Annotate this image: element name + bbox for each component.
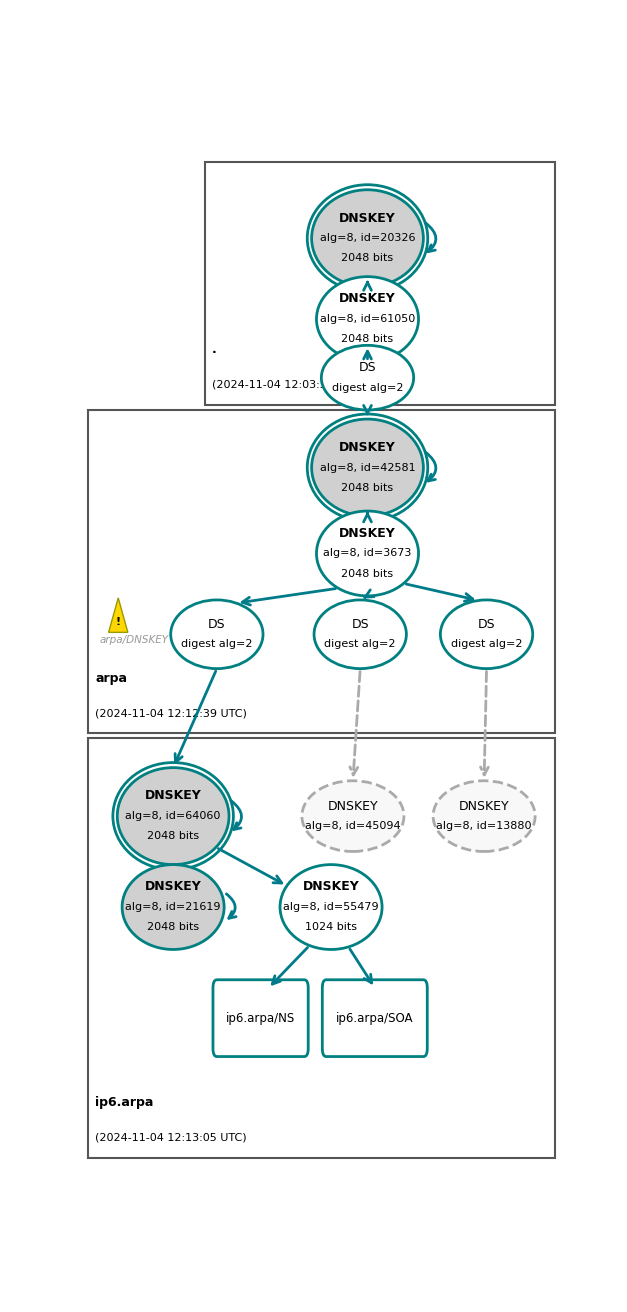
Text: DS: DS	[359, 361, 376, 374]
Text: DNSKEY: DNSKEY	[339, 293, 396, 306]
Text: ip6.arpa/NS: ip6.arpa/NS	[226, 1012, 295, 1025]
Ellipse shape	[312, 190, 423, 287]
Text: arpa: arpa	[95, 672, 127, 685]
Text: digest alg=2: digest alg=2	[332, 383, 403, 392]
Text: .: .	[212, 344, 217, 357]
Text: 2048 bits: 2048 bits	[147, 922, 199, 933]
FancyBboxPatch shape	[213, 980, 308, 1056]
Ellipse shape	[317, 510, 419, 596]
Text: DNSKEY: DNSKEY	[459, 799, 509, 812]
Text: alg=8, id=45094: alg=8, id=45094	[305, 821, 401, 832]
Text: alg=8, id=55479: alg=8, id=55479	[283, 903, 379, 912]
Ellipse shape	[317, 277, 419, 362]
Text: DS: DS	[208, 618, 226, 631]
Text: ip6.arpa: ip6.arpa	[95, 1096, 154, 1109]
Text: DNSKEY: DNSKEY	[339, 441, 396, 454]
Text: DS: DS	[351, 618, 369, 631]
Text: ip6.arpa/SOA: ip6.arpa/SOA	[336, 1012, 414, 1025]
Text: alg=8, id=3673: alg=8, id=3673	[324, 548, 412, 559]
Text: DNSKEY: DNSKEY	[339, 211, 396, 224]
Bar	[88, 409, 555, 733]
Text: DS: DS	[478, 618, 495, 631]
Text: alg=8, id=21619: alg=8, id=21619	[125, 903, 221, 912]
Text: 2048 bits: 2048 bits	[342, 483, 394, 493]
Text: digest alg=2: digest alg=2	[181, 639, 253, 649]
Ellipse shape	[433, 781, 535, 851]
Text: alg=8, id=61050: alg=8, id=61050	[320, 314, 415, 324]
Text: alg=8, id=64060: alg=8, id=64060	[125, 811, 221, 821]
Text: 1024 bits: 1024 bits	[305, 922, 357, 933]
Bar	[88, 739, 555, 1157]
Text: (2024-11-04 12:13:05 UTC): (2024-11-04 12:13:05 UTC)	[95, 1132, 247, 1143]
Ellipse shape	[440, 600, 533, 669]
Text: alg=8, id=42581: alg=8, id=42581	[320, 463, 415, 472]
Text: digest alg=2: digest alg=2	[451, 639, 522, 649]
FancyBboxPatch shape	[322, 980, 427, 1056]
Ellipse shape	[314, 600, 406, 669]
Bar	[204, 163, 555, 405]
Text: DNSKEY: DNSKEY	[339, 526, 396, 539]
Ellipse shape	[171, 600, 263, 669]
Polygon shape	[108, 598, 128, 632]
Ellipse shape	[302, 781, 404, 851]
Ellipse shape	[122, 865, 224, 950]
Text: !: !	[115, 617, 121, 627]
Text: 2048 bits: 2048 bits	[342, 568, 394, 579]
Text: arpa/DNSKEY: arpa/DNSKEY	[100, 635, 169, 646]
Text: alg=8, id=13880: alg=8, id=13880	[436, 821, 532, 832]
Text: 2048 bits: 2048 bits	[342, 335, 394, 344]
Ellipse shape	[280, 865, 382, 950]
Text: 2048 bits: 2048 bits	[147, 832, 199, 841]
Text: alg=8, id=20326: alg=8, id=20326	[320, 234, 415, 243]
Ellipse shape	[117, 768, 229, 865]
Text: 2048 bits: 2048 bits	[342, 253, 394, 264]
Text: DNSKEY: DNSKEY	[303, 880, 359, 893]
Text: (2024-11-04 12:03:51 UTC): (2024-11-04 12:03:51 UTC)	[212, 379, 364, 390]
Text: DNSKEY: DNSKEY	[145, 790, 201, 803]
Text: DNSKEY: DNSKEY	[145, 880, 201, 893]
Ellipse shape	[322, 345, 414, 409]
Text: DNSKEY: DNSKEY	[328, 799, 378, 812]
Ellipse shape	[312, 419, 423, 516]
Text: digest alg=2: digest alg=2	[324, 639, 396, 649]
Text: (2024-11-04 12:12:39 UTC): (2024-11-04 12:12:39 UTC)	[95, 708, 247, 718]
